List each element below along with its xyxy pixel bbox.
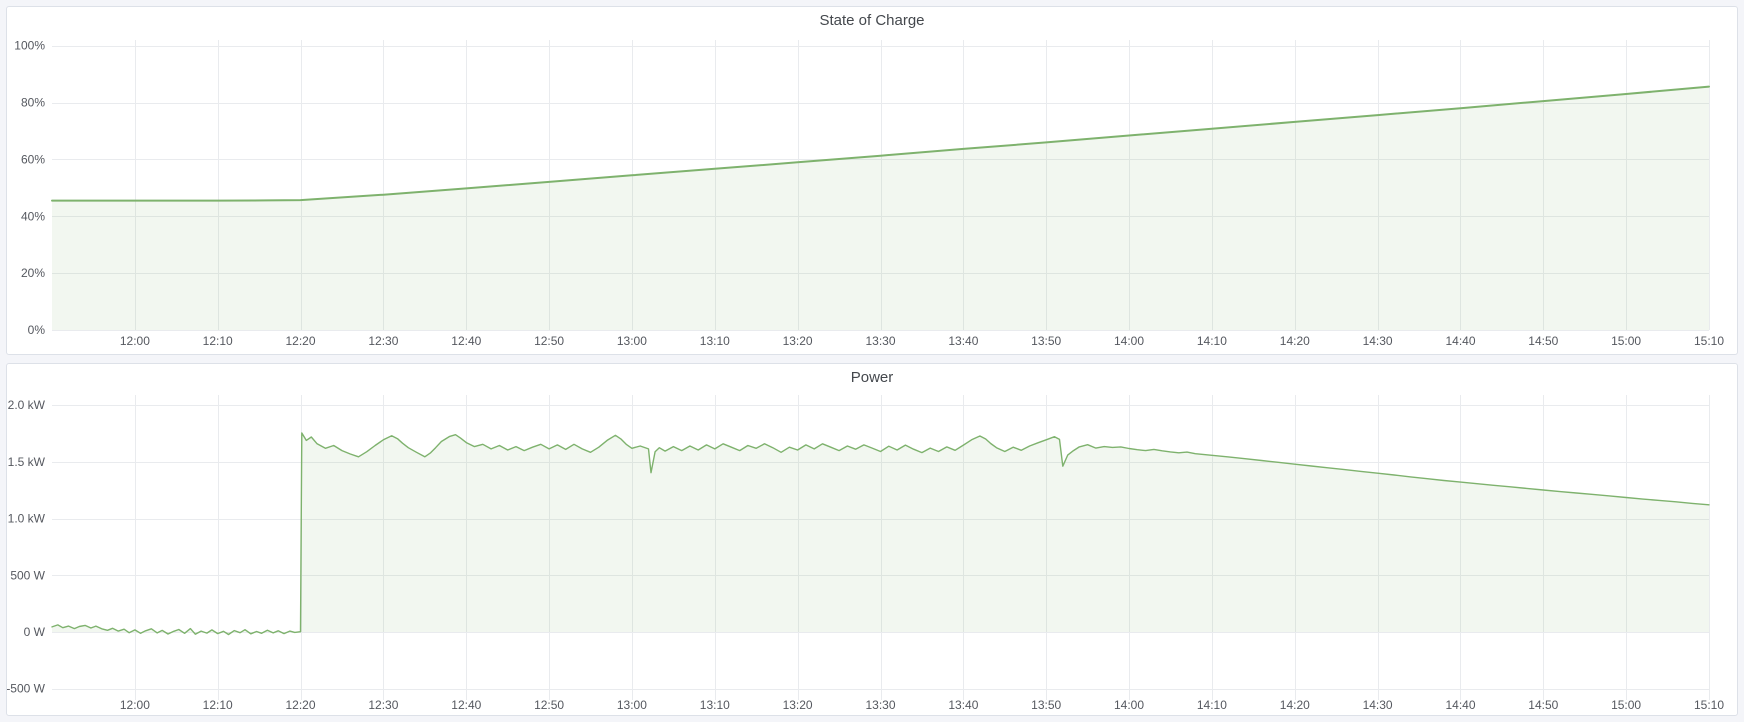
y-axis-tick-label: 500 W	[10, 568, 45, 582]
power-panel: Power -500 W 0 W 500 W 1.0 kW 1.5 kW 2.0 kW 12…	[6, 363, 1738, 716]
x-axis-labels: 12:00 12:10 12:20 12:30 12:40 12:50 13:00 13:10…	[120, 698, 1724, 712]
x-axis-tick-label: 15:00	[1611, 698, 1641, 712]
x-axis-tick-label: 14:10	[1197, 698, 1227, 712]
y-axis-tick-label: 40%	[21, 209, 45, 223]
y-axis-tick-label: 0 W	[24, 625, 46, 639]
y-axis-tick-label: 1.5 kW	[8, 455, 46, 469]
x-axis-tick-label: 13:00	[617, 698, 647, 712]
power-panel-title[interactable]: Power	[850, 369, 894, 386]
x-axis-tick-label: 12:40	[451, 698, 481, 712]
x-axis-tick-label: 14:00	[1114, 334, 1144, 348]
y-axis-labels: 0% 20% 40% 60% 80% 100%	[14, 39, 45, 337]
x-axis-tick-label: 13:30	[865, 698, 895, 712]
state-of-charge-panel: State of Charge 0% 20% 40% 60% 80% 100% 12:00 1…	[6, 6, 1738, 355]
x-axis-tick-label: 12:40	[451, 334, 481, 348]
series-area-fill	[52, 433, 1709, 635]
y-axis-tick-label: 80%	[21, 96, 45, 110]
x-axis-tick-label: 13:20	[783, 334, 813, 348]
x-axis-tick-label: 12:00	[120, 698, 150, 712]
y-axis-tick-label: 100%	[14, 39, 45, 53]
x-axis-tick-label: 14:50	[1528, 698, 1558, 712]
x-axis-tick-label: 15:10	[1694, 334, 1724, 348]
x-axis-tick-label: 14:40	[1445, 334, 1475, 348]
x-axis-tick-label: 12:50	[534, 334, 564, 348]
y-axis-tick-label: 2.0 kW	[8, 398, 46, 412]
x-axis-tick-label: 14:20	[1280, 334, 1310, 348]
x-axis-tick-label: 14:30	[1363, 334, 1393, 348]
x-axis-tick-label: 13:40	[948, 334, 978, 348]
x-axis-tick-label: 13:20	[783, 698, 813, 712]
y-axis-tick-label: 20%	[21, 266, 45, 280]
grid	[52, 395, 1710, 700]
y-axis-tick-label: 1.0 kW	[8, 512, 46, 526]
series-area-fill	[52, 86, 1709, 330]
x-axis-tick-label: 12:10	[203, 334, 233, 348]
x-axis-tick-label: 13:10	[700, 334, 730, 348]
series-line	[51, 85, 1710, 202]
x-axis-tick-label: 13:30	[865, 334, 895, 348]
x-axis-tick-label: 14:30	[1363, 698, 1393, 712]
x-axis-tick-label: 13:00	[617, 334, 647, 348]
x-axis-tick-label: 14:20	[1280, 698, 1310, 712]
x-axis-tick-label: 12:30	[368, 698, 398, 712]
state-of-charge-chart[interactable]: 0%20%40%60%80%100%12:00 12:10 12:20 12:30 12…	[7, 35, 1737, 354]
y-axis-tick-label: 0%	[28, 323, 46, 337]
y-axis-tick-label: 60%	[21, 152, 45, 166]
x-axis-tick-label: 12:00	[120, 334, 150, 348]
x-axis-tick-label: 14:40	[1445, 698, 1475, 712]
x-axis-tick-label: 12:10	[203, 698, 233, 712]
x-axis-tick-label: 14:50	[1528, 334, 1558, 348]
x-axis-tick-label: 15:10	[1694, 698, 1724, 712]
x-axis-tick-label: 12:20	[285, 698, 315, 712]
y-axis-tick-label: -500 W	[6, 682, 45, 696]
series-line	[51, 432, 1710, 636]
x-axis-tick-label: 12:50	[534, 698, 564, 712]
grid	[52, 40, 1710, 331]
x-axis-tick-label: 14:00	[1114, 698, 1144, 712]
x-axis-tick-label: 13:50	[1031, 698, 1061, 712]
x-axis-tick-label: 13:10	[700, 698, 730, 712]
x-axis-tick-label: 12:30	[368, 334, 398, 348]
x-axis-tick-label: 13:50	[1031, 334, 1061, 348]
x-axis-tick-label: 13:40	[948, 698, 978, 712]
x-axis-tick-label: 12:20	[285, 334, 315, 348]
x-axis-tick-label: 14:10	[1197, 334, 1227, 348]
y-axis-labels: -500 W 0 W 500 W 1.0 kW 1.5 kW 2.0 kW	[6, 398, 46, 696]
x-axis-tick-label: 15:00	[1611, 334, 1641, 348]
state-of-charge-panel-title[interactable]: State of Charge	[819, 12, 925, 29]
x-axis-labels: 12:00 12:10 12:20 12:30 12:40 12:50 13:00 13:10…	[120, 334, 1724, 348]
